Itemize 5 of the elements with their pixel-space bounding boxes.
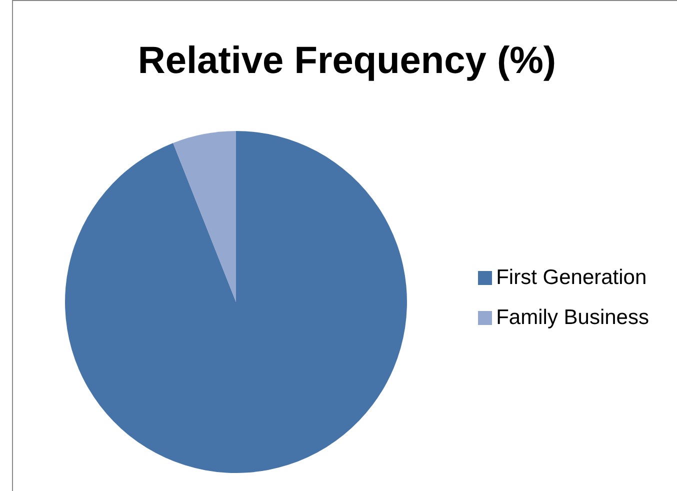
- pie-slice: [173, 131, 236, 302]
- legend-label: Family Business: [496, 306, 649, 328]
- legend-label: First Generation: [496, 266, 647, 288]
- chart-title: Relative Frequency (%): [136, 40, 558, 83]
- pie-slice: [65, 131, 407, 473]
